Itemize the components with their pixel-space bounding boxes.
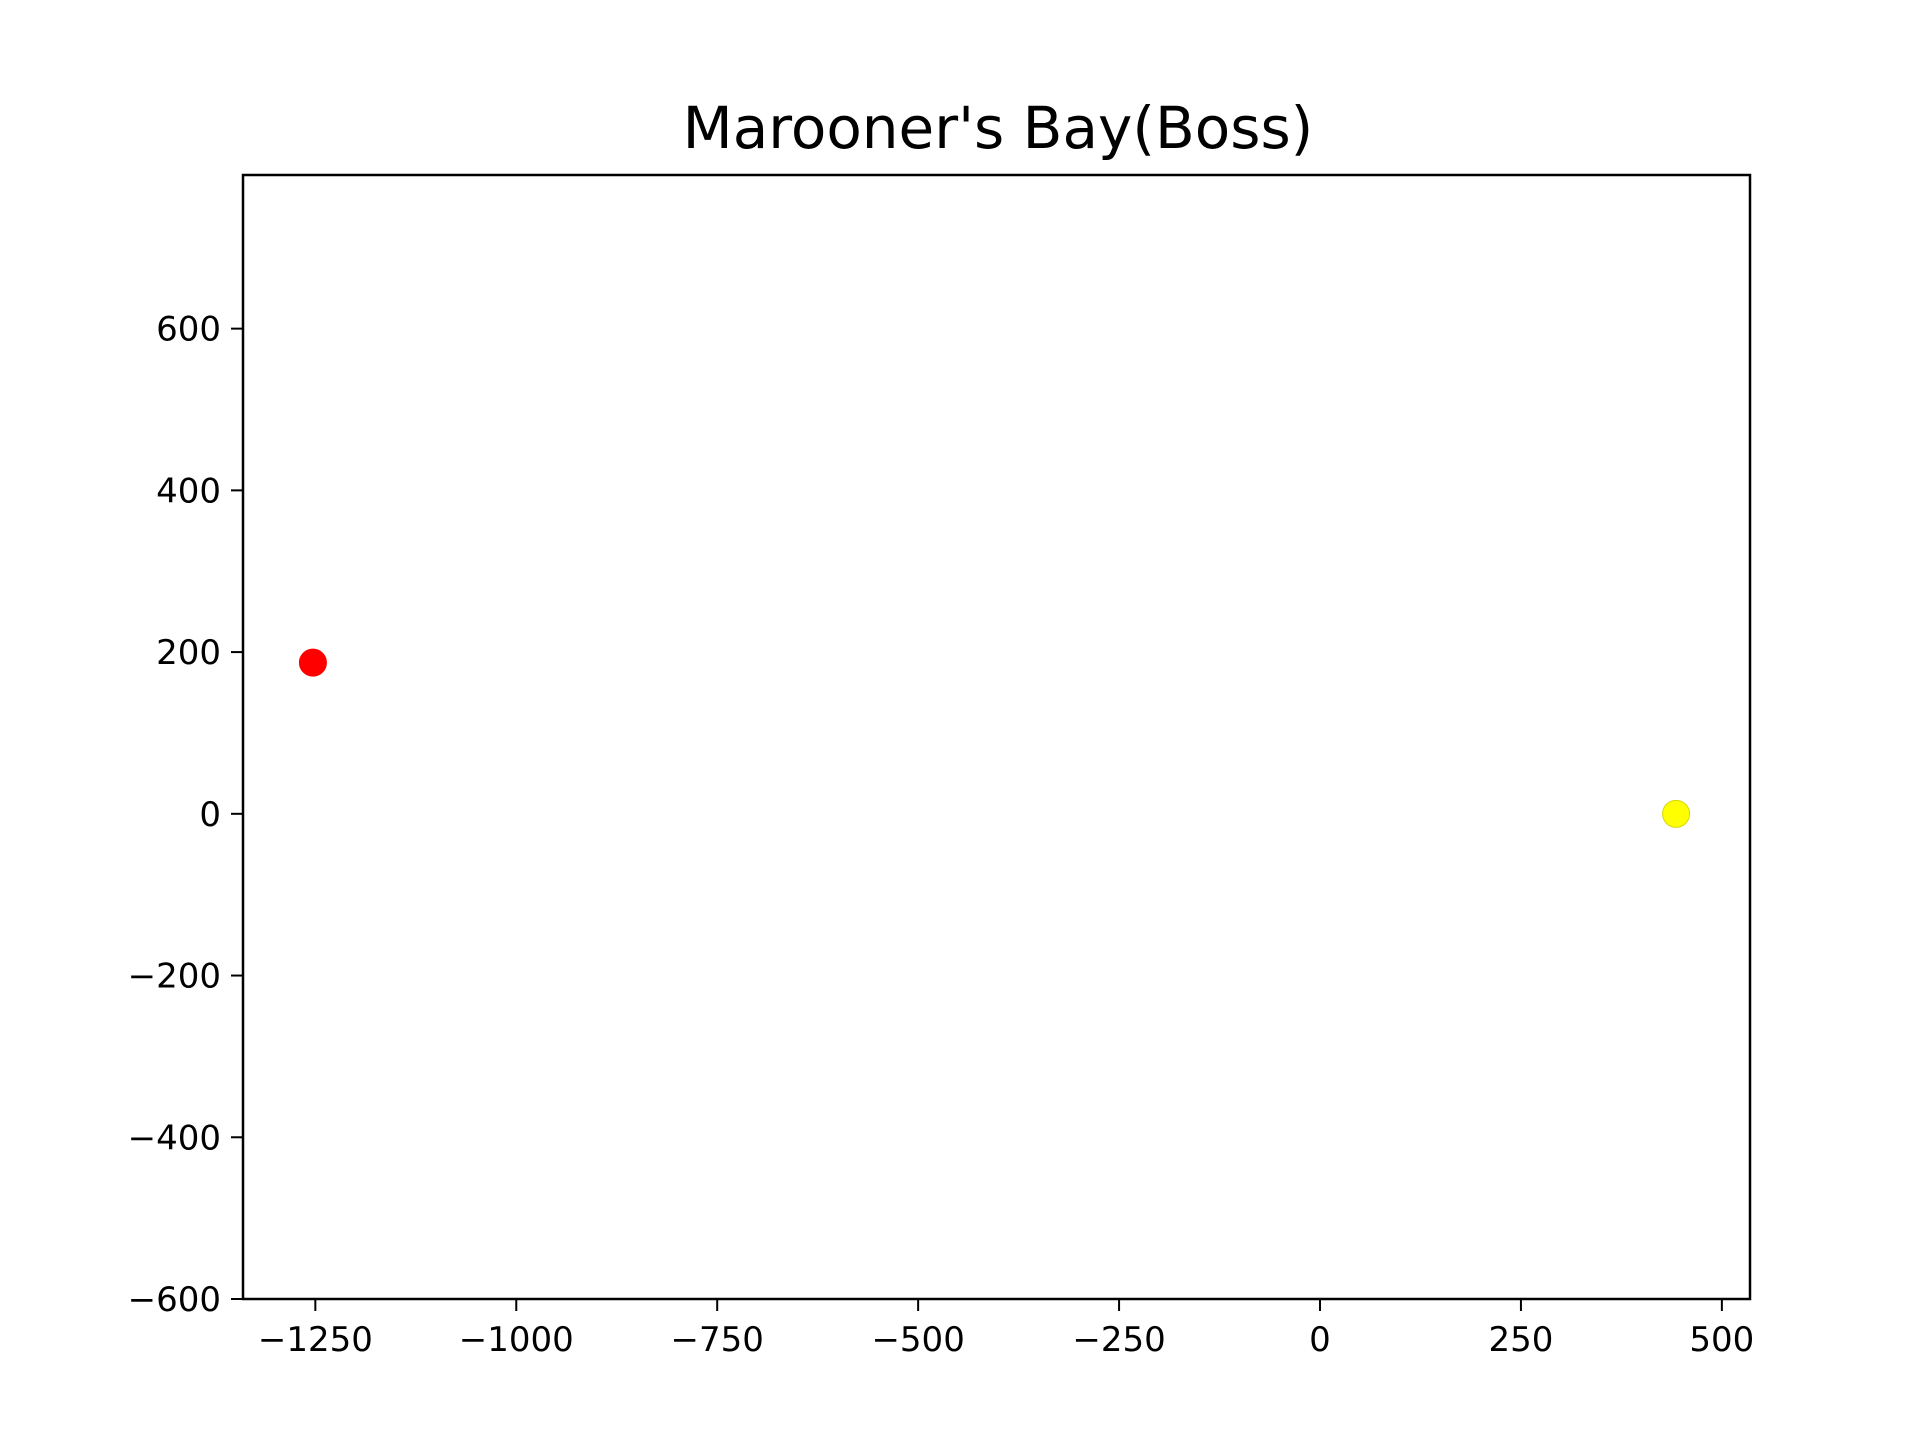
y-axis: 600 400 200 0 −200 −400 −600 <box>128 310 243 1320</box>
x-tick-label: −500 <box>871 1320 964 1360</box>
x-axis: −1250 −1000 −750 −500 −250 0 250 500 <box>258 1299 1754 1360</box>
y-tick-label: 0 <box>199 795 221 835</box>
data-point <box>1662 799 1691 828</box>
y-tick-label: 400 <box>156 471 221 511</box>
x-tick-label: 500 <box>1689 1320 1754 1360</box>
x-tick-label: −1250 <box>258 1320 373 1360</box>
x-tick-label: −750 <box>671 1320 764 1360</box>
y-tick-label: 200 <box>156 633 221 673</box>
chart-title: Marooner's Bay(Boss) <box>683 94 1314 162</box>
y-tick-label: −600 <box>128 1280 221 1320</box>
x-tick-label: 250 <box>1488 1320 1553 1360</box>
x-tick-label: 0 <box>1309 1320 1331 1360</box>
plot-area <box>243 175 1750 1299</box>
x-tick-label: −250 <box>1072 1320 1165 1360</box>
y-tick-label: −400 <box>128 1118 221 1158</box>
plot-frame <box>241 173 1752 1301</box>
y-tick-label: 600 <box>156 310 221 350</box>
data-point <box>298 648 327 677</box>
data-points <box>298 648 1691 828</box>
x-tick-label: −1000 <box>459 1320 574 1360</box>
y-tick-label: −200 <box>128 957 221 997</box>
